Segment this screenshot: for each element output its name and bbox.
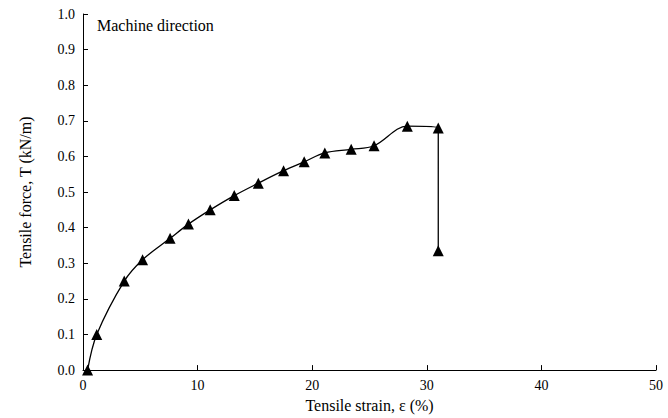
svg-text:0.6: 0.6 [58, 149, 76, 164]
svg-text:1.0: 1.0 [58, 7, 76, 22]
svg-text:0.5: 0.5 [58, 185, 76, 200]
svg-text:10: 10 [191, 378, 205, 393]
svg-text:0.2: 0.2 [58, 291, 76, 306]
svg-text:0.9: 0.9 [58, 42, 76, 57]
svg-text:Tensile force, T (kN/m): Tensile force, T (kN/m) [17, 116, 35, 267]
svg-text:50: 50 [649, 378, 663, 393]
svg-text:30: 30 [420, 378, 434, 393]
svg-text:0.8: 0.8 [58, 78, 76, 93]
svg-text:40: 40 [534, 378, 548, 393]
svg-text:0: 0 [80, 378, 87, 393]
svg-text:0.0: 0.0 [58, 363, 76, 378]
svg-text:0.3: 0.3 [58, 256, 76, 271]
svg-text:0.1: 0.1 [58, 327, 76, 342]
svg-text:0.7: 0.7 [58, 113, 76, 128]
svg-text:0.4: 0.4 [58, 220, 76, 235]
svg-text:20: 20 [305, 378, 319, 393]
svg-text:Machine direction: Machine direction [97, 17, 214, 34]
svg-text:Tensile strain, ε (%): Tensile strain, ε (%) [305, 397, 433, 415]
